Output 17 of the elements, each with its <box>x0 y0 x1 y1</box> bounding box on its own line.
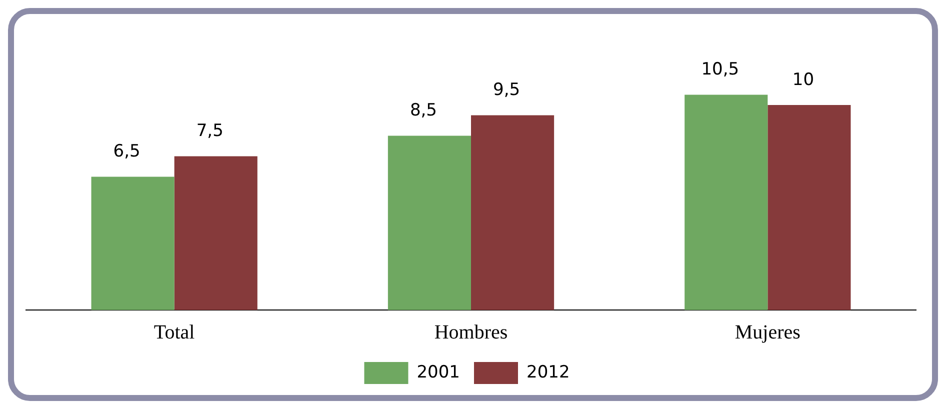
data-label: 7,5 <box>196 121 224 142</box>
bar <box>388 136 471 310</box>
bar <box>91 176 174 310</box>
legend-label: 2001 <box>416 362 460 382</box>
x-tick-label: Hombres <box>434 321 508 344</box>
x-tick-label: Total <box>154 321 196 344</box>
bar <box>174 156 258 310</box>
legend-label: 2012 <box>526 362 570 382</box>
bar <box>768 105 851 310</box>
bar <box>471 115 554 310</box>
data-label: 10,5 <box>701 60 740 80</box>
data-label: 8,5 <box>410 100 437 121</box>
x-tick-label: Mujeres <box>734 321 801 344</box>
data-label: 6,5 <box>113 142 140 162</box>
data-label: 10 <box>792 70 814 90</box>
data-label: 9,5 <box>493 80 520 100</box>
bar <box>684 94 768 310</box>
